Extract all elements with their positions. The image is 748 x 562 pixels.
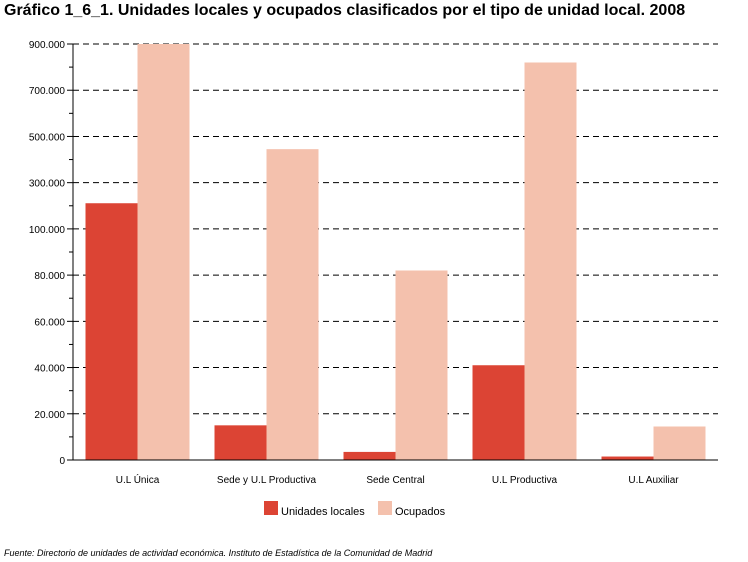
bar: [343, 451, 396, 460]
y-tick-label: 500.000: [29, 132, 66, 143]
bars: [85, 44, 706, 461]
x-category-label: U.L Única: [116, 473, 160, 486]
y-tick-label: 900.000: [29, 40, 66, 51]
legend: Unidades locales Ocupados: [264, 501, 446, 518]
y-tick-label: 40.000: [34, 364, 65, 375]
bar: [137, 44, 190, 460]
category-labels: U.L Única Sede y U.L Productiva Sede Centr…: [116, 473, 680, 486]
y-tick-label: 20.000: [34, 410, 65, 421]
bar: [266, 149, 319, 460]
bar: [85, 203, 138, 461]
x-category-label: U.L Productiva: [492, 475, 558, 486]
y-tick-label: 80.000: [34, 271, 65, 282]
y-tick-label: 300.000: [29, 179, 66, 190]
legend-swatch: [378, 501, 392, 515]
legend-swatch: [264, 501, 278, 515]
legend-label: Unidades locales: [281, 506, 365, 518]
y-tick-label: 700.000: [29, 86, 66, 97]
x-category-label: Sede y U.L Productiva: [217, 475, 317, 486]
y-tick-label: 60.000: [34, 317, 65, 328]
x-category-label: U.L Auxiliar: [628, 475, 679, 486]
y-tick-label: 100.000: [29, 225, 66, 236]
legend-label: Ocupados: [395, 506, 446, 518]
y-tick-label: 0: [59, 456, 65, 467]
bar: [601, 456, 654, 460]
bar: [524, 62, 577, 460]
bar: [395, 270, 448, 460]
axes: [72, 44, 718, 461]
x-category-label: Sede Central: [366, 475, 424, 486]
source-note: Fuente: Directorio de unidades de activi…: [4, 548, 433, 558]
chart-title: Gráfico 1_6_1. Unidades locales y ocupad…: [4, 2, 686, 19]
bar: [472, 365, 525, 460]
bar: [214, 425, 267, 460]
y-axis-ticks: 0 20.000 40.000 60.000 80.000 100.000 300.000 5…: [29, 40, 73, 467]
bar: [653, 426, 706, 460]
